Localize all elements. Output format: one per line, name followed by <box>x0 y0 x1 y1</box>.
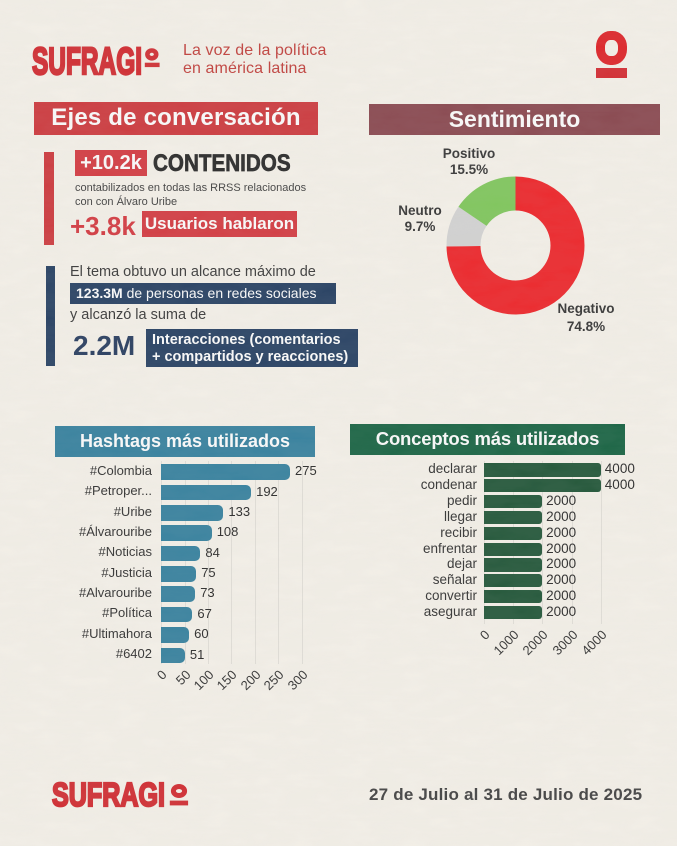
svg-text:SUFRAGI: SUFRAGI <box>32 41 142 83</box>
svg-text:SUFRAGI: SUFRAGI <box>52 776 165 813</box>
